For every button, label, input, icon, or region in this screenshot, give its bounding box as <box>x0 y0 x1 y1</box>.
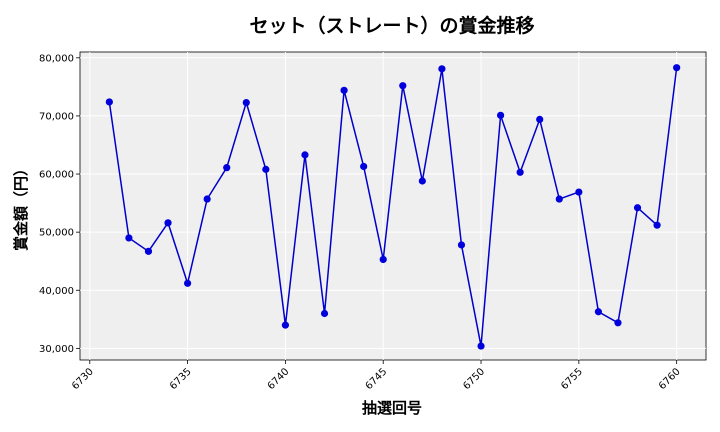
x-tick-label: 6750 <box>461 366 487 392</box>
y-tick-label: 70,000 <box>39 111 74 122</box>
data-point <box>223 164 231 172</box>
data-point <box>399 82 407 90</box>
x-tick-label: 6735 <box>168 366 194 392</box>
data-point <box>653 221 661 229</box>
data-point <box>203 195 211 203</box>
data-point <box>379 255 387 264</box>
y-axis-label: 賞金額（円） <box>12 161 30 251</box>
grid-lines <box>80 52 706 360</box>
data-point <box>418 177 426 185</box>
series-line <box>108 67 678 347</box>
y-tick-label: 80,000 <box>39 53 74 64</box>
data-point <box>673 64 681 72</box>
x-tick-label: 6745 <box>364 366 390 392</box>
data-point <box>125 234 133 242</box>
y-tick-label: 50,000 <box>39 228 74 239</box>
x-axis-label: 抽選回号 <box>362 399 422 417</box>
y-tick-label: 60,000 <box>39 170 74 181</box>
data-point <box>496 111 505 119</box>
data-point <box>183 279 192 287</box>
series-polyline <box>108 67 678 347</box>
data-point <box>105 98 113 106</box>
data-point <box>320 309 329 318</box>
data-point <box>262 165 270 173</box>
data-point <box>516 168 524 176</box>
x-tick-label: 6730 <box>70 366 96 392</box>
x-axis: 6730 6735 6740 6745 6750 6755 6760 <box>70 360 683 392</box>
y-tick-label: 40,000 <box>39 286 74 297</box>
data-point <box>144 247 153 255</box>
data-point <box>575 188 583 196</box>
data-point <box>594 308 603 316</box>
data-point <box>438 65 446 73</box>
y-axis: 30,000 40,000 50,000 60,000 70,000 80,000 <box>39 53 80 355</box>
data-point <box>555 195 563 203</box>
data-point <box>281 321 290 329</box>
series-markers <box>105 64 681 350</box>
data-point <box>614 319 622 327</box>
x-tick-label: 6740 <box>266 366 292 392</box>
data-point <box>242 98 250 107</box>
data-point <box>164 219 172 227</box>
data-point <box>477 342 485 350</box>
x-tick-label: 6755 <box>559 366 585 392</box>
data-point <box>633 204 642 212</box>
chart-title: セット（ストレート）の賞金推移 <box>249 14 534 37</box>
x-tick-label: 6760 <box>657 366 683 392</box>
data-point <box>536 115 544 124</box>
data-point <box>360 162 368 171</box>
plot-area <box>79 51 707 361</box>
data-point <box>457 241 466 249</box>
data-point <box>301 151 309 159</box>
y-tick-label: 30,000 <box>39 344 74 355</box>
data-point <box>340 86 348 94</box>
